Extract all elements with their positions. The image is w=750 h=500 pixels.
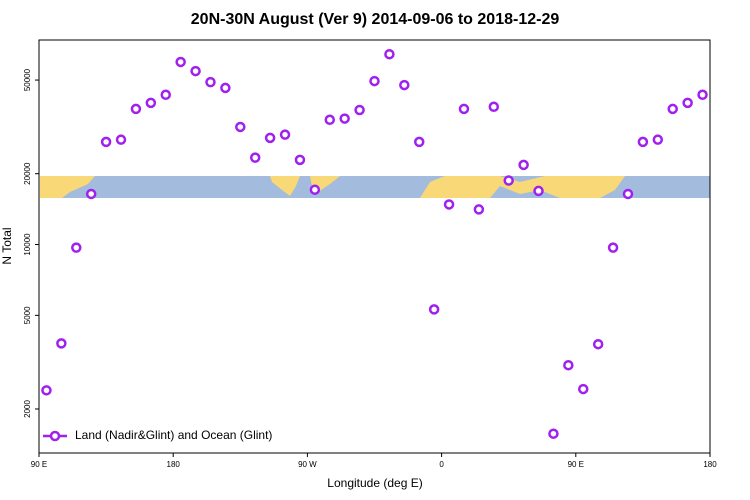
point [145,97,157,109]
point [637,136,649,148]
point [85,188,97,200]
point [249,152,261,163]
point [563,359,574,371]
x-tick-label: 90 W [298,460,317,469]
point [56,338,67,349]
point [473,204,485,215]
point [279,129,291,140]
plot-frame [38,39,711,454]
point [71,242,82,253]
y-tick-label: 10000 [23,233,32,256]
point [533,185,544,197]
point [667,103,678,115]
point [205,76,216,88]
point [130,103,142,115]
point [443,199,455,210]
point [548,428,559,439]
y-tick-label: 5000 [23,306,32,324]
point [697,89,708,101]
point [682,97,693,109]
point [652,134,664,145]
point [458,103,470,115]
point [100,136,112,148]
point [369,75,380,87]
point [175,56,186,68]
point [41,385,52,396]
point [413,136,425,148]
land [270,176,300,196]
point [294,154,306,166]
point [324,114,336,126]
y-axis-label: N Total [0,227,14,264]
point [339,113,350,124]
point [428,304,440,315]
point [488,101,500,113]
x-tick-label: 90 E [568,460,584,469]
legend-label: Land (Nadir&Glint) and Ocean (Glint) [75,428,272,442]
x-axis-label: Longitude (deg E) [327,476,422,490]
y-tick-label: 2000 [23,400,32,418]
point [518,159,529,171]
land [420,176,625,198]
x-tick-label: 0 [439,460,444,469]
x-tick-label: 90 E [31,460,47,469]
point [235,121,246,133]
point [354,104,365,116]
point [115,134,127,145]
y-tick-label: 20000 [23,162,32,185]
y-tick-label: 50000 [23,68,32,91]
point [607,242,619,253]
point [384,48,395,60]
point [220,82,231,94]
chart-title: 20N-30N August (Ver 9) 2014-09-06 to 201… [191,11,560,28]
point [190,65,201,77]
legend-marker [49,430,61,442]
point [399,79,410,91]
point [578,383,589,395]
point [309,184,321,195]
x-tick-label: 180 [167,460,181,469]
map-band [40,176,710,198]
point [160,89,171,101]
x-tick-label: 180 [703,460,717,469]
point [264,132,276,144]
land [40,176,95,198]
point [503,175,514,186]
point [592,338,604,350]
point [622,188,634,200]
